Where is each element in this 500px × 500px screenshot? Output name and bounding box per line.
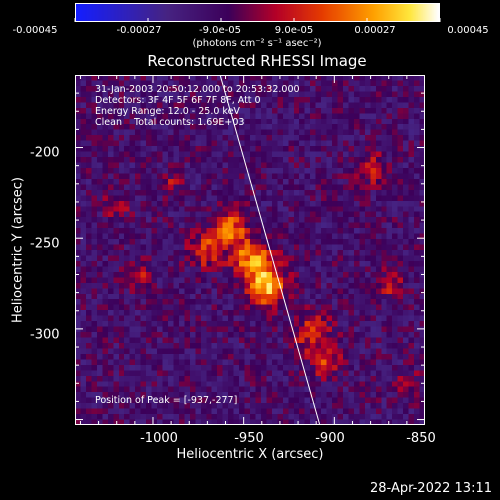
y-tick-label: -200 — [30, 145, 60, 161]
solar-limb-line — [219, 75, 321, 425]
annotation-detectors: Detectors: 3F 4F 5F 6F 7F 8F, Att 0 — [95, 95, 261, 106]
x-tick-label: -950 — [234, 431, 264, 446]
annotation-peak-position: Position of Peak = [-937,-277] — [95, 395, 238, 406]
x-axis-label: Heliocentric X (arcsec) — [176, 447, 324, 462]
x-tick-label: -1000 — [140, 431, 178, 446]
x-tick-label: -900 — [315, 431, 345, 446]
colorbar-tick-label-1: -0.00027 — [116, 25, 162, 36]
plot-frame — [75, 75, 425, 425]
plot-overlay — [75, 75, 425, 425]
plot-area: 31-Jan-2003 20:50:12.000 to 20:53:32.000… — [75, 75, 425, 425]
x-tick-label: -850 — [406, 431, 436, 446]
colorbar — [75, 3, 440, 22]
plot-title: Reconstructed RHESSI Image — [147, 52, 367, 70]
colorbar-units: (photons cm⁻² s⁻¹ asec⁻²) — [192, 38, 322, 49]
colorbar-tick-label-2: -9.0e-05 — [199, 25, 241, 36]
annotation-energy-range: Energy Range: 12.0 - 25.0 keV — [95, 106, 240, 117]
colorbar-tick-label-3: 9.0e-05 — [274, 25, 314, 36]
annotation-time-range: 31-Jan-2003 20:50:12.000 to 20:53:32.000 — [95, 84, 300, 95]
colorbar-tick-label-4: 0.00027 — [354, 25, 396, 36]
colorbar-ticks — [74, 18, 441, 22]
y-tick-label: -300 — [30, 327, 60, 343]
heatmap-image — [75, 75, 425, 425]
datestamp: 28-Apr-2022 13:11 — [370, 481, 492, 496]
colorbar-tick-label-0: -0.00045 — [12, 25, 58, 36]
y-tick-label: -250 — [30, 236, 60, 252]
y-axis-label: Heliocentric Y (arcsec) — [10, 177, 26, 323]
colorbar-tick-label-5: 0.00045 — [447, 25, 489, 36]
annotation-algorithm: Clean Total counts: 1.69E+03 — [95, 117, 245, 128]
